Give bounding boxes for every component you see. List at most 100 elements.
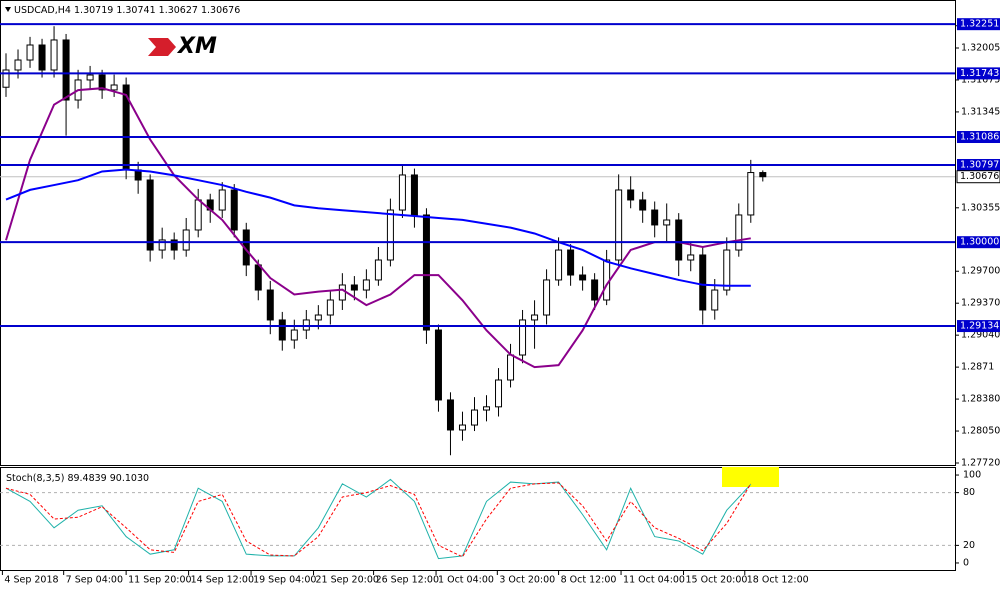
candle-body [290, 329, 298, 341]
low: 1.30627 [159, 5, 198, 16]
candle-body [651, 209, 659, 226]
candle-body [579, 274, 587, 281]
candle-body [759, 172, 767, 178]
x-tick-label: 3 Oct 20:00 [499, 575, 555, 586]
menu-icon [5, 7, 11, 12]
y-tick-label: 20 [963, 540, 975, 551]
candle-body [615, 189, 623, 261]
level-label-box [957, 236, 1000, 249]
price-label-box [956, 170, 1000, 184]
main-pane [0, 0, 956, 466]
candle-body [374, 259, 382, 281]
symbol: USDCAD,H4 [14, 5, 71, 16]
candle-body [555, 249, 563, 281]
candle-body [398, 174, 406, 211]
high: 1.30741 [116, 5, 155, 16]
y-tick-label: 1.32005 [961, 43, 1000, 54]
moving-average [5, 168, 751, 287]
candle-body [386, 209, 394, 261]
candle-body [146, 179, 154, 251]
logo-text: XM [176, 34, 217, 59]
y-tick-label: 1.29370 [961, 298, 1000, 309]
y-tick-label: 1.29040 [961, 330, 1000, 341]
candle-body [38, 44, 46, 71]
candle-body [338, 284, 346, 301]
logo-mark [148, 38, 176, 56]
level-label: 1.29134 [960, 321, 999, 332]
candle-body [627, 189, 635, 201]
candle-body [194, 199, 202, 231]
x-tick-label: 14 Sep 12:00 [191, 575, 254, 586]
logo: XM [148, 34, 217, 59]
main-value: 89.4839 [67, 473, 106, 484]
x-tick-label: 26 Sep 12:00 [376, 575, 439, 586]
x-tick-label: 15 Oct 20:00 [686, 575, 748, 586]
level-label: 1.31743 [960, 68, 999, 79]
candle-body [326, 299, 334, 316]
x-tick-label: 18 Oct 12:00 [747, 575, 809, 586]
candle-body [170, 239, 178, 251]
candle-body [110, 84, 118, 91]
candle-body [302, 319, 310, 331]
x-tick-label: 7 Sep 04:00 [66, 575, 123, 586]
level-label-box [957, 158, 1000, 171]
candle-body [98, 74, 106, 91]
y-tick-label: 1.28050 [961, 426, 1000, 437]
candle-body [158, 239, 166, 251]
candle-body [86, 74, 94, 81]
y-tick-label: 100 [963, 470, 981, 481]
moving-average [5, 87, 751, 369]
candle-body [687, 254, 695, 261]
y-tick-label: 1.31675 [961, 74, 1000, 85]
indicator: Stoch(8,3,5) [6, 473, 64, 484]
candle-body [410, 174, 418, 216]
candle-body [50, 39, 58, 71]
close: 1.30676 [201, 5, 240, 16]
level-label-box [957, 131, 1000, 144]
candle-body [362, 279, 370, 291]
x-tick-label: 11 Sep 20:00 [128, 575, 191, 586]
candle-body [735, 214, 743, 251]
candle-body [519, 319, 527, 356]
level-label: 1.30000 [960, 237, 999, 248]
candle-body [230, 189, 238, 231]
candle-body [567, 249, 575, 276]
candle-body [699, 254, 707, 311]
candle-body [747, 172, 755, 216]
candle-body [723, 249, 731, 291]
y-tick-label: 1.27720 [961, 458, 1000, 469]
candle-body [350, 284, 358, 291]
main-line [5, 478, 752, 560]
candle-body [14, 59, 22, 71]
level-label: 1.30797 [960, 159, 999, 170]
candle-body [26, 44, 34, 61]
level-label: 1.32251 [960, 19, 999, 30]
candle-body [422, 214, 430, 331]
candle-body [543, 279, 551, 316]
x-tick-label: 11 Oct 04:00 [623, 575, 685, 586]
y-tick-label: 1.2871 [961, 362, 994, 373]
candle-body [663, 219, 671, 226]
level-label-box [957, 18, 1000, 31]
candle-body [2, 69, 10, 88]
candle-body [507, 354, 515, 381]
x-tick-label: 8 Oct 12:00 [561, 575, 617, 586]
signal-line [5, 482, 752, 558]
stoch-header: Stoch(8,3,5) 89.4839 90.1030 [6, 473, 149, 484]
candle-body [591, 279, 599, 301]
y-tick-label: 1.29700 [961, 266, 1000, 277]
x-tick-label: 21 Sep 20:00 [316, 575, 379, 586]
x-tick-label: 4 Sep 2018 [4, 575, 58, 586]
candle-body [278, 319, 286, 341]
level-label-box [957, 67, 1000, 80]
candle-body [266, 289, 274, 321]
y-tick-label: 80 [963, 487, 975, 498]
candle-body [711, 289, 719, 311]
y-tick-label: 1.30355 [961, 202, 1000, 213]
candle-body [470, 409, 478, 426]
level-label-box [957, 320, 1000, 333]
candle-body [182, 229, 190, 251]
candle-body [254, 264, 262, 291]
candle-body [458, 424, 466, 431]
